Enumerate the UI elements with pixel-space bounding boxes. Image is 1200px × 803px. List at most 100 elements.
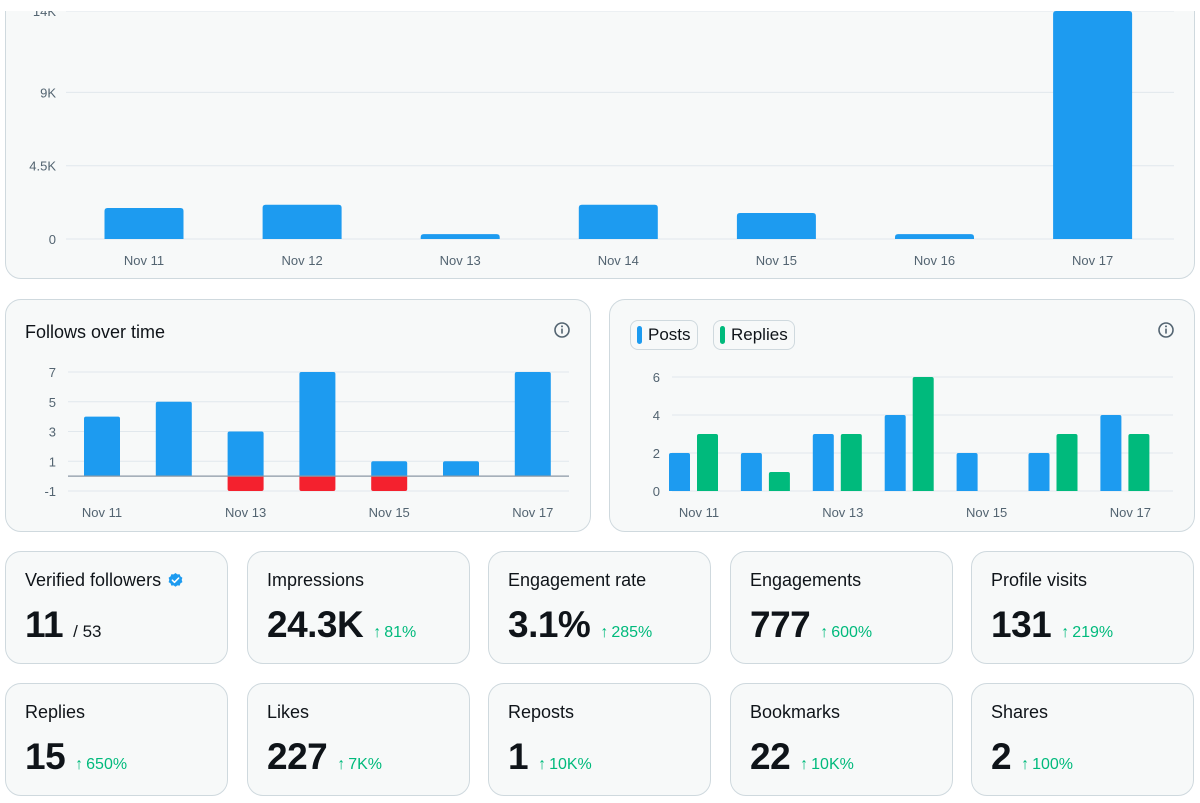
unfollows-bar: [371, 476, 408, 491]
stat-card-profile-visits[interactable]: Profile visits 131 ↑ 219%: [971, 551, 1194, 664]
stat-change-value: 81%: [384, 624, 417, 641]
up-arrow-icon: ↑: [337, 756, 346, 773]
stat-card-impressions[interactable]: Impressions 24.3K ↑ 81%: [247, 551, 470, 664]
x-tick-label: Nov 12: [281, 253, 322, 268]
legend-replies-swatch: [720, 326, 725, 344]
impressions-bar: [1053, 11, 1133, 239]
follows-bar: [371, 461, 408, 477]
stat-number: 1: [508, 736, 529, 777]
up-arrow-icon: ↑: [1021, 756, 1030, 773]
stat-label: Verified followers: [25, 570, 184, 591]
up-arrow-icon: ↑: [538, 756, 547, 773]
stat-card-shares[interactable]: Shares 2 ↑ 100%: [971, 683, 1194, 796]
up-arrow-icon: ↑: [820, 624, 829, 641]
stat-number: 2: [991, 736, 1012, 777]
up-arrow-icon: ↑: [800, 756, 809, 773]
stat-card-engagements[interactable]: Engagements 777 ↑ 600%: [730, 551, 953, 664]
stat-value: 777 ↑ 600%: [750, 604, 872, 646]
legend-posts-label: Posts: [648, 325, 691, 344]
stat-change: ↑ 7K%: [337, 756, 382, 774]
stat-change-value: 7K%: [348, 756, 383, 773]
stat-change: ↑ 600%: [820, 624, 872, 642]
stat-change-value: 285%: [611, 624, 653, 641]
stat-card-replies[interactable]: Replies 15 ↑ 650%: [5, 683, 228, 796]
posts-bar: [1100, 415, 1122, 491]
x-tick-label: Nov 15: [756, 253, 797, 268]
up-arrow-icon: ↑: [75, 756, 84, 773]
up-arrow-icon: ↑: [373, 624, 382, 641]
follows-bar: [514, 372, 551, 477]
stat-change: ↑ 219%: [1061, 624, 1113, 642]
replies-bar: [840, 434, 862, 491]
stat-value: 1 ↑ 10K%: [508, 736, 592, 778]
stat-label: Likes: [267, 702, 310, 722]
follows-bar: [299, 372, 336, 477]
x-tick-label: Nov 15: [966, 505, 1007, 520]
stat-label: Replies: [25, 702, 86, 722]
unfollows-bar: [299, 476, 336, 491]
y-tick-label: 7: [49, 365, 56, 380]
legend-posts[interactable]: Posts: [630, 320, 698, 350]
posts-replies-chart: 0 2 4 6 Nov 11 Nov 13 Nov 15 Nov 17: [653, 370, 1173, 520]
stat-change-value: 10K%: [811, 756, 854, 773]
y-tick-label: 6: [653, 370, 660, 385]
follows-chart-title: Follows over time: [25, 322, 166, 342]
stat-label: Engagement rate: [508, 570, 647, 590]
impressions-bar: [420, 234, 500, 239]
legend-replies[interactable]: Replies: [713, 320, 795, 350]
stat-card-engagement-rate[interactable]: Engagement rate 3.1% ↑ 285%: [488, 551, 711, 664]
y-tick-label: 4.5K: [29, 159, 56, 174]
x-tick-label: Nov 13: [440, 253, 481, 268]
stat-change: ↑ 10K%: [800, 756, 854, 774]
stat-number: 3.1%: [508, 604, 591, 645]
posts-bar: [1028, 453, 1050, 491]
stat-change: ↑ 650%: [75, 756, 127, 774]
stat-number: 11: [25, 604, 64, 645]
x-tick-label: Nov 14: [598, 253, 639, 268]
impressions-bar: [895, 234, 974, 239]
stat-label: Shares: [991, 702, 1049, 722]
stat-label: Engagements: [750, 570, 862, 590]
info-icon[interactable]: [1157, 321, 1175, 339]
impressions-bar: [262, 204, 342, 239]
y-tick-label: -1: [44, 484, 56, 499]
stat-value: 22 ↑ 10K%: [750, 736, 854, 778]
replies-bar: [768, 472, 790, 491]
y-tick-label: 4: [653, 408, 660, 423]
posts-bar: [956, 453, 978, 491]
replies-bar: [1128, 434, 1150, 491]
x-tick-label: Nov 11: [679, 505, 719, 520]
stat-value: 3.1% ↑ 285%: [508, 604, 652, 646]
stat-number: 227: [267, 736, 328, 777]
stat-label: Bookmarks: [750, 702, 841, 722]
stat-number: 24.3K: [267, 604, 364, 645]
stat-card-likes[interactable]: Likes 227 ↑ 7K%: [247, 683, 470, 796]
stat-card-verified-followers[interactable]: Verified followers 11 / 53: [5, 551, 228, 664]
legend-replies-label: Replies: [731, 325, 788, 344]
stat-card-reposts[interactable]: Reposts 1 ↑ 10K%: [488, 683, 711, 796]
stat-value: 2 ↑ 100%: [991, 736, 1073, 778]
stat-number: 777: [750, 604, 811, 645]
x-tick-label: Nov 17: [1110, 505, 1151, 520]
impressions-bar: [578, 204, 658, 239]
x-tick-label: Nov 17: [512, 505, 553, 520]
stat-card-bookmarks[interactable]: Bookmarks 22 ↑ 10K%: [730, 683, 953, 796]
x-tick-label: Nov 11: [124, 253, 164, 268]
follows-chart: -1 1 3 5 7 Nov 11 Nov 13 Nov 15 Nov 17: [44, 365, 569, 520]
stat-total: / 53: [73, 622, 102, 641]
legend-posts-swatch: [637, 326, 642, 344]
x-tick-label: Nov 15: [369, 505, 410, 520]
info-icon[interactable]: [553, 321, 571, 339]
stat-label: Reposts: [508, 702, 575, 722]
stat-change-value: 100%: [1032, 756, 1073, 773]
replies-bar: [697, 434, 718, 491]
impressions-bar: [736, 212, 816, 239]
follows-bar: [443, 461, 479, 477]
stat-change: ↑ 285%: [600, 624, 652, 642]
stat-value: 227 ↑ 7K%: [267, 736, 382, 778]
y-tick-label: 0: [49, 232, 56, 247]
stat-change-value: 10K%: [549, 756, 592, 773]
stat-value: 15 ↑ 650%: [25, 736, 127, 778]
follows-bar: [84, 416, 120, 477]
